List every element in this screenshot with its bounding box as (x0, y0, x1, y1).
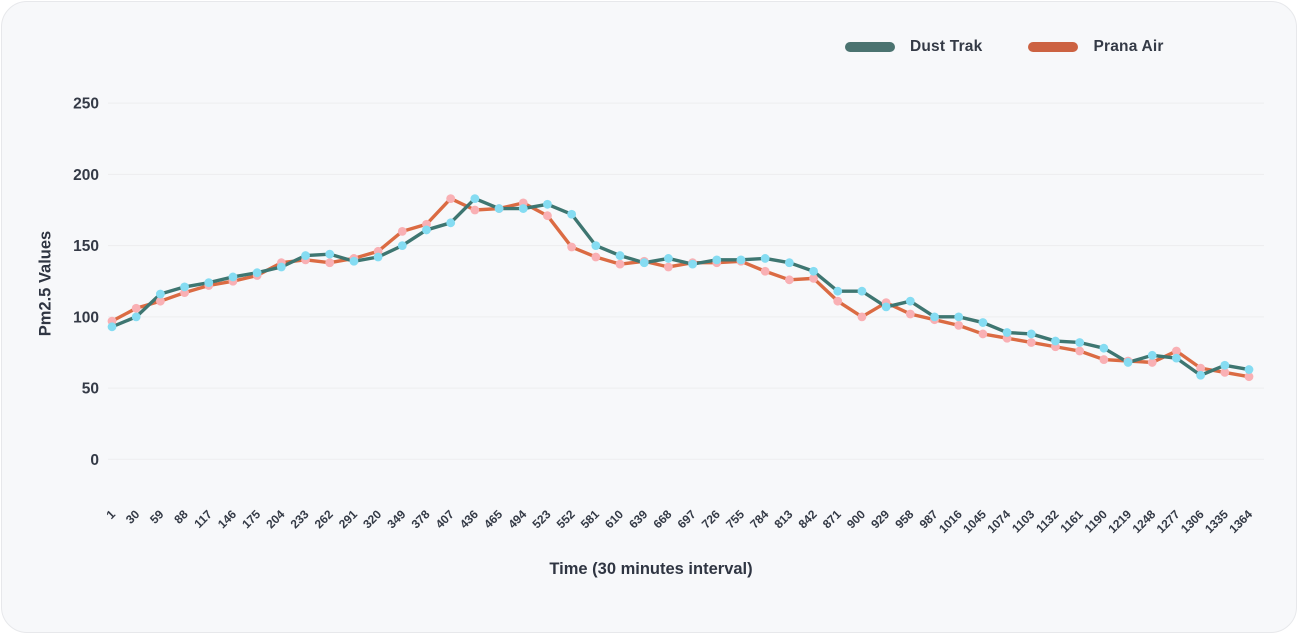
svg-text:494: 494 (505, 507, 529, 531)
svg-text:250: 250 (73, 96, 99, 113)
svg-text:523: 523 (530, 507, 554, 531)
svg-text:1248: 1248 (1130, 507, 1159, 536)
legend-item-dust-trak[interactable]: Dust Trak (845, 38, 982, 56)
svg-text:30: 30 (123, 507, 143, 527)
svg-text:465: 465 (481, 507, 505, 531)
svg-text:1016: 1016 (936, 507, 965, 536)
svg-text:581: 581 (578, 507, 602, 531)
svg-text:813: 813 (771, 507, 795, 531)
x-axis-title: Time (30 minutes interval) (549, 560, 753, 578)
svg-text:320: 320 (360, 507, 384, 531)
svg-text:1219: 1219 (1105, 507, 1134, 536)
svg-text:1: 1 (103, 507, 118, 522)
svg-text:378: 378 (409, 507, 433, 531)
legend-label-prana-air: Prana Air (1093, 38, 1164, 55)
svg-text:262: 262 (312, 507, 336, 531)
chart-legend: Dust Trak Prana Air (845, 38, 1164, 56)
svg-text:146: 146 (215, 507, 239, 531)
svg-text:349: 349 (384, 507, 408, 531)
y-tick-labels: 0 50 100 150 200 250 (73, 96, 99, 469)
svg-text:1306: 1306 (1178, 507, 1207, 536)
svg-text:1103: 1103 (1009, 507, 1038, 536)
svg-text:1190: 1190 (1082, 507, 1111, 536)
svg-text:1045: 1045 (960, 507, 989, 536)
y-axis-title: Pm2.5 Values (36, 230, 55, 337)
svg-text:726: 726 (699, 507, 723, 531)
svg-text:1132: 1132 (1033, 507, 1062, 536)
svg-text:784: 784 (747, 507, 771, 531)
svg-text:842: 842 (796, 507, 820, 531)
svg-text:1277: 1277 (1154, 507, 1183, 536)
svg-text:175: 175 (239, 507, 263, 531)
svg-text:958: 958 (892, 507, 916, 531)
legend-item-prana-air[interactable]: Prana Air (1028, 38, 1163, 56)
svg-text:929: 929 (868, 507, 892, 531)
svg-text:100: 100 (73, 309, 99, 326)
svg-text:900: 900 (844, 507, 868, 531)
svg-text:204: 204 (263, 507, 287, 531)
legend-swatch-prana-air-icon (1028, 42, 1079, 52)
svg-text:50: 50 (82, 381, 99, 398)
svg-text:610: 610 (602, 507, 626, 531)
svg-text:200: 200 (73, 167, 99, 184)
svg-text:668: 668 (650, 507, 674, 531)
svg-text:552: 552 (554, 507, 578, 531)
svg-text:0: 0 (90, 452, 99, 469)
svg-text:436: 436 (457, 507, 481, 531)
svg-text:88: 88 (171, 507, 191, 527)
series-markers-dust-trak[interactable] (107, 194, 1254, 380)
svg-text:1161: 1161 (1057, 507, 1086, 536)
svg-text:1335: 1335 (1202, 507, 1231, 536)
legend-label-dust-trak: Dust Trak (910, 38, 983, 55)
svg-text:871: 871 (820, 507, 844, 531)
svg-text:639: 639 (626, 507, 650, 531)
legend-swatch-dust-trak-icon (845, 42, 895, 52)
x-tick-labels: 1 30 59 88 117 146 175 204 233 262 291 320 349 378 407… (103, 507, 1255, 536)
svg-text:117: 117 (191, 507, 215, 531)
series-markers-prana-air[interactable] (107, 194, 1254, 382)
svg-text:1074: 1074 (984, 507, 1013, 536)
svg-text:1364: 1364 (1226, 507, 1255, 536)
svg-text:407: 407 (433, 507, 457, 531)
svg-text:59: 59 (147, 507, 167, 527)
svg-text:150: 150 (73, 238, 99, 255)
svg-text:233: 233 (288, 507, 312, 531)
svg-text:755: 755 (723, 507, 747, 531)
svg-text:291: 291 (336, 507, 360, 531)
svg-text:697: 697 (675, 507, 699, 531)
gridlines (108, 102, 1264, 460)
